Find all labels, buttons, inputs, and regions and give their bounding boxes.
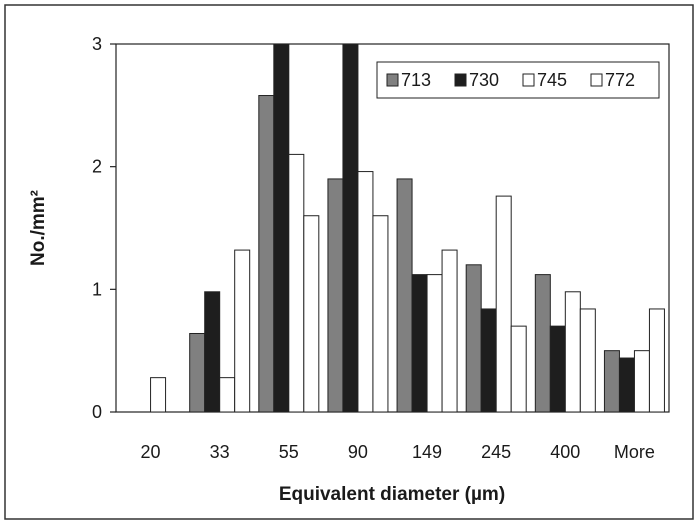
legend-label-772: 772 — [605, 70, 635, 90]
bar-713-90 — [327, 178, 344, 413]
bar-772-55 — [303, 215, 320, 413]
bar-730-More — [618, 357, 635, 413]
bar-745-149 — [426, 274, 443, 413]
bar-772-More — [648, 308, 665, 413]
bar-772-245 — [510, 325, 527, 413]
x-tick-label: More — [614, 442, 655, 462]
bar-730-400 — [549, 325, 566, 413]
bar-772-400 — [579, 308, 596, 413]
legend-box — [376, 61, 660, 99]
bar-745-245 — [495, 195, 512, 413]
bar-713-245 — [465, 264, 482, 413]
x-tick-label: 55 — [279, 442, 299, 462]
legend-swatch-730 — [454, 73, 467, 87]
bar-713-More — [603, 350, 620, 413]
bar-745-400 — [564, 291, 581, 413]
bar-730-90 — [342, 43, 359, 413]
bar-745-33 — [219, 377, 236, 413]
legend-swatch-713 — [386, 73, 399, 87]
y-tick-label: 2 — [92, 157, 102, 177]
bar-713-149 — [396, 178, 413, 413]
bars — [150, 43, 665, 413]
legend-label-745: 745 — [537, 70, 567, 90]
y-axis-title: No./mm² — [28, 190, 49, 266]
x-tick-label: 245 — [481, 442, 511, 462]
legend-swatch-772 — [590, 73, 603, 87]
x-axis: 20 33 55 90 149 245 400 More — [141, 442, 655, 462]
x-tick-label: 20 — [141, 442, 161, 462]
bar-772-90 — [372, 215, 389, 413]
x-axis-title: Equivalent diameter (µm) — [279, 484, 505, 505]
y-tick-label: 3 — [92, 34, 102, 54]
bar-745-More — [633, 350, 650, 413]
legend-swatch-745 — [522, 73, 535, 87]
x-tick-label: 90 — [348, 442, 368, 462]
bar-772-33 — [234, 249, 251, 413]
y-tick-label: 0 — [92, 402, 102, 422]
x-tick-label: 33 — [210, 442, 230, 462]
bar-745-20 — [150, 377, 167, 413]
bar-713-33 — [189, 332, 206, 413]
bar-745-90 — [357, 171, 374, 413]
legend-label-713: 713 — [401, 70, 431, 90]
y-tick-label: 1 — [92, 279, 102, 299]
bar-730-55 — [273, 43, 290, 413]
bar-745-55 — [288, 153, 305, 413]
bar-730-33 — [204, 291, 221, 413]
bar-730-149 — [411, 274, 428, 413]
bar-713-400 — [534, 274, 551, 413]
x-tick-label: 400 — [550, 442, 580, 462]
y-axis: 0 1 2 3 — [92, 34, 116, 422]
legend: 713 730 745 772 — [376, 61, 660, 99]
x-tick-label: 149 — [412, 442, 442, 462]
legend-label-730: 730 — [469, 70, 499, 90]
bar-730-245 — [480, 308, 497, 413]
bar-772-149 — [441, 249, 458, 413]
bar-713-55 — [258, 95, 275, 413]
